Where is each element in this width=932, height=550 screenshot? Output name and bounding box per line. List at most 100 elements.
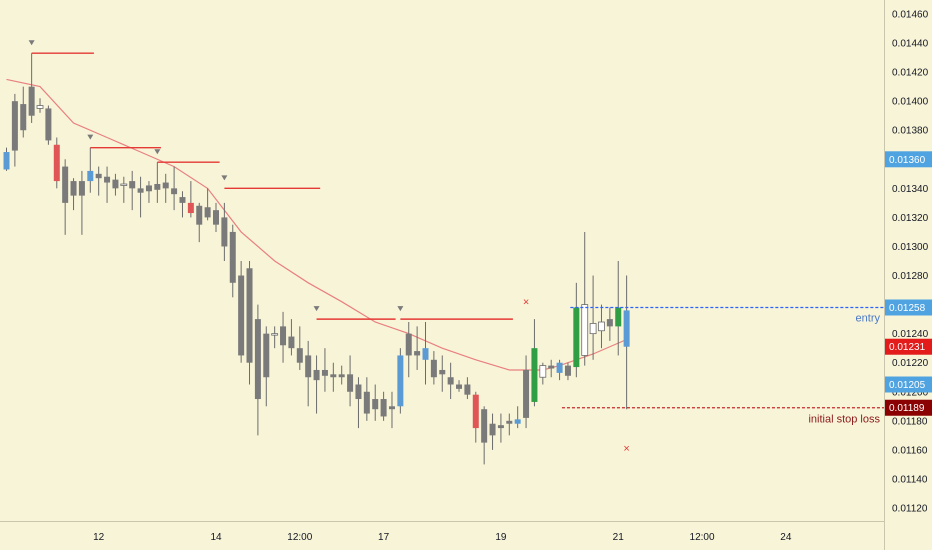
candle[interactable] bbox=[397, 348, 404, 414]
candle-body bbox=[422, 348, 429, 360]
candle[interactable] bbox=[271, 326, 279, 349]
candle[interactable] bbox=[45, 105, 52, 145]
candle[interactable] bbox=[120, 176, 128, 203]
candle[interactable] bbox=[589, 275, 597, 360]
candle[interactable] bbox=[3, 147, 10, 171]
candle[interactable] bbox=[221, 202, 228, 261]
candle[interactable] bbox=[623, 275, 630, 410]
candle[interactable] bbox=[154, 162, 161, 203]
candle[interactable] bbox=[481, 406, 488, 465]
candle[interactable] bbox=[472, 391, 479, 443]
candle[interactable] bbox=[229, 224, 236, 298]
candle-body bbox=[481, 409, 488, 443]
down-triangle-marker bbox=[154, 149, 161, 155]
candle-body bbox=[405, 333, 412, 356]
candle[interactable] bbox=[246, 261, 253, 385]
candle-body bbox=[388, 406, 395, 410]
candle-body bbox=[464, 384, 471, 395]
plot-area[interactable] bbox=[3, 53, 630, 465]
candle[interactable] bbox=[238, 261, 245, 363]
candle[interactable] bbox=[422, 322, 429, 385]
candle[interactable] bbox=[70, 178, 77, 211]
candle[interactable] bbox=[514, 406, 521, 429]
candle-body bbox=[430, 359, 437, 378]
candle[interactable] bbox=[355, 377, 362, 429]
time-axis[interactable]: 12 14 12:00 17 19 21 12:00 24 bbox=[93, 532, 792, 543]
candle-body bbox=[623, 310, 630, 347]
candle[interactable] bbox=[598, 304, 605, 349]
candle[interactable] bbox=[581, 231, 589, 366]
candle[interactable] bbox=[162, 173, 169, 203]
down-triangle-marker bbox=[221, 175, 228, 181]
y-tick-label: 0.01220 bbox=[892, 358, 929, 369]
candle[interactable] bbox=[36, 98, 44, 113]
candle[interactable] bbox=[405, 322, 412, 378]
candle[interactable] bbox=[380, 391, 387, 421]
candle[interactable] bbox=[78, 170, 85, 235]
candle[interactable] bbox=[338, 365, 345, 385]
candle[interactable] bbox=[372, 384, 379, 421]
price-badge-bg bbox=[885, 399, 932, 416]
candle-body bbox=[11, 101, 18, 151]
candle[interactable] bbox=[179, 191, 186, 218]
candle[interactable] bbox=[347, 355, 354, 407]
candle[interactable] bbox=[254, 304, 261, 436]
candle-body bbox=[523, 369, 530, 418]
candle[interactable] bbox=[564, 362, 571, 381]
candle[interactable] bbox=[447, 362, 454, 400]
candle[interactable] bbox=[53, 137, 60, 189]
candle[interactable] bbox=[305, 340, 312, 407]
candle[interactable] bbox=[556, 359, 563, 381]
candle[interactable] bbox=[288, 319, 295, 356]
candle[interactable] bbox=[430, 351, 437, 385]
price-badge: 0.01189 bbox=[885, 399, 932, 416]
candle[interactable] bbox=[296, 326, 303, 370]
candle[interactable] bbox=[171, 166, 178, 211]
candle-body bbox=[246, 268, 253, 363]
candle[interactable] bbox=[204, 188, 211, 221]
candle[interactable] bbox=[497, 413, 504, 443]
candle-body bbox=[154, 183, 161, 190]
candle[interactable] bbox=[196, 202, 203, 243]
candle[interactable] bbox=[539, 362, 547, 385]
candle[interactable] bbox=[414, 326, 421, 370]
candle[interactable] bbox=[615, 261, 622, 356]
candle[interactable] bbox=[489, 413, 496, 450]
candle[interactable] bbox=[464, 377, 471, 400]
candle[interactable] bbox=[137, 176, 144, 218]
x-tick-label: 12:00 bbox=[287, 532, 312, 543]
candle[interactable] bbox=[11, 93, 18, 167]
candle[interactable] bbox=[145, 181, 152, 203]
candle[interactable] bbox=[330, 362, 337, 392]
candle[interactable] bbox=[104, 166, 111, 203]
candle[interactable] bbox=[573, 282, 580, 378]
candle[interactable] bbox=[548, 359, 555, 378]
candle[interactable] bbox=[263, 326, 270, 407]
candle[interactable] bbox=[439, 355, 446, 392]
candle[interactable] bbox=[606, 307, 613, 341]
candle[interactable] bbox=[62, 159, 69, 235]
candle[interactable] bbox=[388, 391, 395, 429]
candle[interactable] bbox=[187, 181, 194, 218]
candle[interactable] bbox=[87, 147, 94, 193]
candle[interactable] bbox=[313, 355, 320, 414]
candle[interactable] bbox=[456, 380, 463, 392]
candle[interactable] bbox=[20, 86, 27, 138]
candle[interactable] bbox=[506, 413, 513, 436]
candle-body bbox=[615, 307, 622, 327]
candle[interactable] bbox=[95, 166, 102, 196]
candle-body bbox=[120, 183, 128, 186]
candle[interactable] bbox=[280, 311, 287, 363]
candle[interactable] bbox=[531, 319, 538, 407]
candle[interactable] bbox=[112, 173, 119, 196]
candle-body bbox=[606, 319, 613, 327]
candle[interactable] bbox=[363, 377, 370, 421]
candle[interactable] bbox=[129, 170, 136, 211]
candle[interactable] bbox=[213, 202, 219, 232]
x-tick-label: 21 bbox=[613, 532, 625, 543]
candle[interactable] bbox=[523, 355, 530, 429]
candle[interactable] bbox=[321, 348, 328, 392]
candle-body bbox=[3, 152, 10, 170]
candle[interactable] bbox=[28, 53, 35, 123]
